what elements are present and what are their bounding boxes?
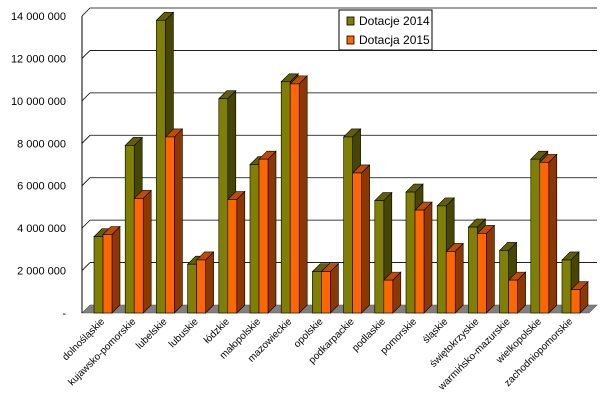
bar-dotacja-2015 [445, 242, 464, 314]
gridline-depth [81, 219, 91, 229]
bar-dotacja-2015 [320, 262, 340, 314]
bar-dotacja-2015 [383, 271, 402, 314]
bar-dotacja-2015 [258, 150, 277, 314]
bar-dotacja-2015 [227, 190, 246, 314]
x-tick-label: łódzkie [202, 316, 232, 346]
y-tick-label: 6 000 000 [17, 181, 66, 193]
y-tick-label: 8 000 000 [17, 138, 66, 150]
bar-dotacja-2015 [570, 280, 589, 314]
y-tick-labels: - 2 000 000 4 000 000 6 000 000 8 000 000 10 … [11, 11, 66, 320]
bar-dotacja-2015 [164, 128, 184, 314]
legend-swatch-series-1 [346, 16, 355, 26]
bars [93, 11, 589, 314]
legend-box [338, 9, 433, 51]
x-tick-labels: dolnośląskiekujawsko-pomorskielubelskiel… [60, 316, 575, 393]
gridline-depth [81, 92, 91, 102]
bar-dotacja-2015 [414, 201, 433, 314]
gridline-depth [81, 7, 91, 17]
bar-dotacja-2015 [539, 153, 558, 314]
y-tick-label: 2 000 000 [17, 266, 66, 278]
y-tick-label: - [62, 308, 66, 320]
y-tick-label: 10 000 000 [11, 96, 66, 108]
x-tick-label: lubuskie [167, 316, 201, 350]
y-tick-label: 12 000 000 [11, 53, 66, 65]
legend-swatch-series-2 [346, 35, 355, 45]
gridline-depth [81, 50, 91, 59]
bar-dotacja-2015 [102, 225, 121, 314]
bar-dotacja-2015 [289, 75, 308, 314]
x-tick-label: śląskie [421, 316, 451, 346]
bar-dotacja-2015 [195, 251, 215, 314]
bar-dotacja-2015 [351, 164, 371, 314]
legend: Dotacje 2014 Dotacja 2015 [338, 9, 433, 51]
gridline-depth [81, 135, 91, 144]
y-tick-label: 4 000 000 [17, 223, 66, 235]
legend-label-series-1: Dotacje 2014 [359, 14, 430, 28]
legend-label-series-2: Dotacja 2015 [359, 33, 430, 47]
gridline-depth [81, 177, 91, 186]
bar-dotacja-2015 [133, 189, 152, 314]
x-tick-label: lubelskie [134, 316, 170, 352]
y-tick-label: 14 000 000 [11, 11, 66, 23]
bar-dotacja-2015 [476, 224, 496, 314]
bar-dotacja-2015 [507, 271, 527, 314]
gridline-depth [81, 262, 91, 271]
